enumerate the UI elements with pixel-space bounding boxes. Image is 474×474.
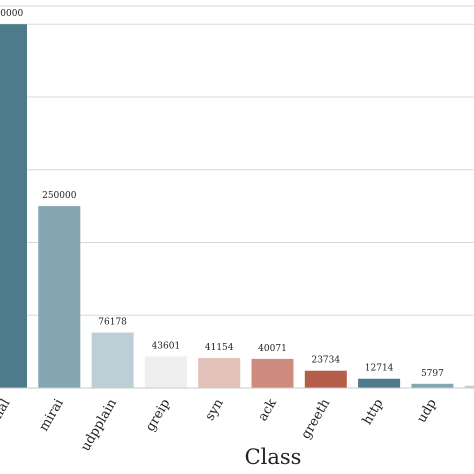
bar-syn xyxy=(198,358,241,388)
x-tick-label-http: http xyxy=(360,397,387,428)
bar-value-label-udp: 5797 xyxy=(421,369,444,379)
bar-value-label-http: 12714 xyxy=(365,364,394,374)
bar-value-labels: 500000 250000 76178 43601 41154 40071 23734 127… xyxy=(0,9,444,379)
bar-udpplain xyxy=(91,332,134,388)
bar-value-label-normal: 500000 xyxy=(0,9,23,19)
x-tick-label-greip: greip xyxy=(143,397,173,435)
x-tick-label-udp: udp xyxy=(414,397,440,426)
bar-normal xyxy=(0,24,27,388)
bar-partial xyxy=(464,385,474,388)
x-tick-label-ack: ack xyxy=(256,396,281,423)
x-tick-label-greeth: greeth xyxy=(299,396,334,442)
bar-ack xyxy=(251,358,294,388)
bar-value-label-ack: 40071 xyxy=(258,344,287,354)
bar-value-label-greeth: 23734 xyxy=(311,356,340,366)
x-tick-label-normal: normal xyxy=(0,397,13,445)
x-tick-label-udpplain: udpplain xyxy=(78,396,120,454)
bar-value-label-udpplain: 76178 xyxy=(98,318,127,328)
x-axis-title: Class xyxy=(245,445,302,469)
bar-value-label-mirai: 250000 xyxy=(42,191,77,201)
bar-greeth xyxy=(304,370,347,388)
bar-http xyxy=(358,378,401,388)
bar-value-label-greip: 43601 xyxy=(152,341,181,351)
bar-udp xyxy=(411,383,454,388)
bars xyxy=(0,24,474,388)
x-tick-label-syn: syn xyxy=(202,396,226,423)
x-tick-labels: normal mirai udpplain greip syn ack greeth http… xyxy=(0,396,440,454)
bar-mirai xyxy=(38,206,81,388)
bar-value-label-syn: 41154 xyxy=(205,343,234,353)
bar-greip xyxy=(144,356,187,388)
x-tick-label-mirai: mirai xyxy=(36,397,66,434)
